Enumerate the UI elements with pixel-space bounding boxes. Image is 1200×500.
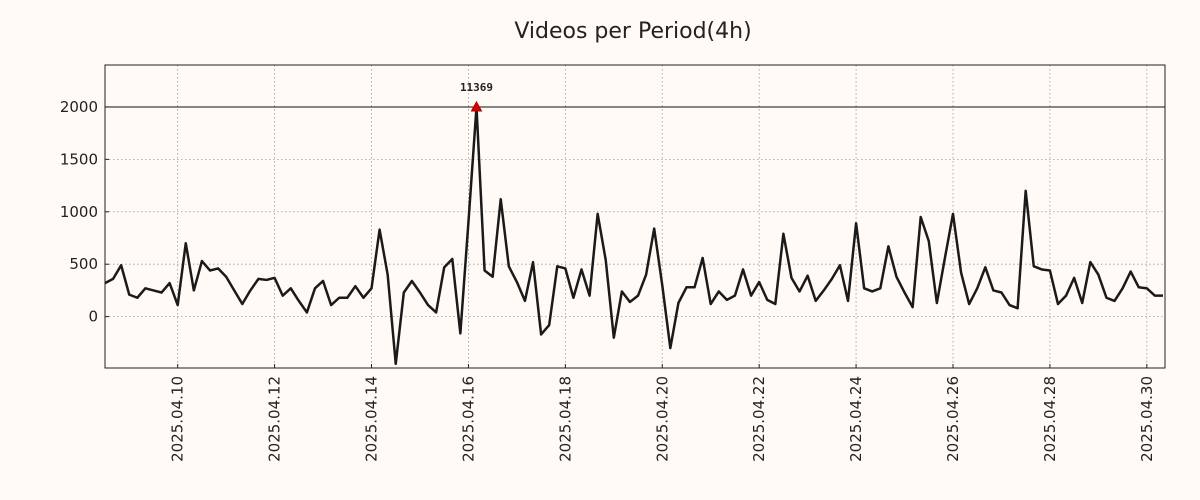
x-tick-label: 2025.04.30: [1138, 376, 1156, 462]
peak-marker: [470, 100, 483, 112]
marks: [104, 100, 1163, 366]
chart-title: Videos per Period(4h): [514, 19, 751, 44]
x-tick-label: 2025.04.12: [266, 376, 284, 462]
x-tick-label: 2025.04.16: [459, 376, 477, 462]
x-tick-label: 2025.04.28: [1041, 376, 1059, 462]
x-tick-label: 2025.04.10: [169, 376, 187, 462]
x-tick-label: 2025.04.24: [847, 376, 865, 462]
x-tick-label: 2025.04.18: [556, 376, 574, 462]
y-tick-label: 1500: [60, 150, 98, 168]
series-line: [104, 105, 1163, 366]
y-tick-label: 2000: [60, 98, 98, 116]
peak-annotation: 11369: [460, 81, 493, 94]
x-tick-label: 2025.04.22: [750, 376, 768, 462]
x-tick-label: 2025.04.26: [944, 376, 962, 462]
grid: [105, 65, 1165, 368]
labels: 0 500 1000 1500 2000 2025.04.10 2025.04.12 2025…: [60, 81, 1156, 462]
plot-frame: [104, 64, 1166, 369]
y-tick-label: 0: [88, 308, 98, 326]
x-tick-label: 2025.04.14: [363, 376, 381, 462]
x-tick-label: 2025.04.20: [653, 376, 671, 462]
y-tick-label: 1000: [60, 203, 98, 221]
y-tick-label: 500: [69, 255, 98, 273]
